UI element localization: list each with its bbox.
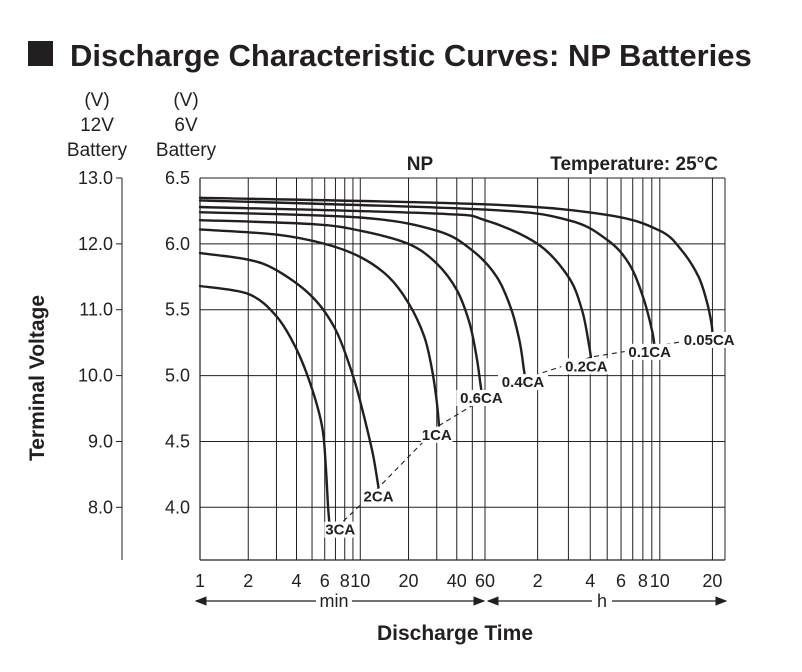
- curve-0-1CA: [198, 199, 656, 348]
- curve-0-05CA: [198, 196, 714, 338]
- curve-label: 0.05CA: [684, 332, 735, 349]
- x-tick-label: 4: [585, 571, 595, 591]
- y12-tick-label: 9.0: [88, 431, 113, 451]
- chart-title: Discharge Characteristic Curves: NP Batt…: [70, 38, 752, 73]
- axis-6v-battery: Battery: [156, 140, 217, 161]
- curve-label-bg: [362, 488, 395, 505]
- x-tick-label: 8: [340, 571, 350, 591]
- y6-tick-label: 5.0: [165, 366, 190, 386]
- y12-tick-label: 11.0: [79, 300, 113, 320]
- curve-label-bg: [324, 521, 357, 538]
- x-tick-label: 10: [350, 571, 370, 591]
- curve-0-6CA: [198, 219, 484, 401]
- x-tick-label: 40: [447, 571, 467, 591]
- x-tick-label: 4: [291, 571, 301, 591]
- x-tick-label: 6: [616, 571, 626, 591]
- axis-12v-unit: (V): [84, 90, 109, 111]
- curve-1CA: [198, 228, 441, 427]
- title-square-icon: [28, 41, 53, 66]
- curve-label-bg: [498, 374, 549, 391]
- x-axis-label: Discharge Time: [377, 622, 533, 645]
- curve-label-bg: [561, 358, 612, 375]
- x-tick-labels: 1 2 4 6 8 10 20 40 60 2 4 6 8 10 20: [195, 571, 722, 591]
- x-tick-label: 60: [475, 571, 495, 591]
- chart-subtitle-np: NP: [407, 154, 434, 175]
- y6-tick-label: 6.5: [165, 168, 190, 188]
- curve-label-bg: [420, 426, 453, 443]
- curve-label: 1CA: [422, 427, 452, 444]
- curve-label: 0.1CA: [628, 344, 671, 361]
- h-unit-label: h: [597, 591, 607, 611]
- x-tick-label: 6: [320, 571, 330, 591]
- curve-label: 0.6CA: [460, 390, 503, 407]
- y6-tick-labels: 6.5 6.0 5.5 5.0 4.5 4.0: [165, 168, 190, 517]
- y12-tick-label: 8.0: [88, 497, 113, 517]
- axis-6v-unit: (V): [173, 90, 198, 111]
- curve-label-bg: [679, 331, 739, 348]
- temperature-annotation: Temperature: 25°C: [550, 154, 718, 175]
- curve-label-bg: [456, 389, 507, 406]
- y12-tick-label: 12.0: [78, 234, 113, 254]
- curve-label: 2CA: [364, 489, 394, 506]
- curve-label: 3CA: [325, 522, 355, 539]
- curve-2CA: [198, 251, 380, 489]
- min-unit-label: min: [319, 591, 348, 611]
- curve-label-bg: [624, 343, 675, 360]
- axis-6v-voltage: 6V: [174, 115, 198, 136]
- curve-3CA: [198, 284, 332, 535]
- y6-tick-label: 4.5: [165, 431, 190, 451]
- curve-label: 0.2CA: [565, 358, 608, 375]
- discharge-curves: [198, 196, 714, 535]
- curve-0-4CA: [198, 211, 527, 380]
- x-unit-row: min h: [194, 591, 728, 611]
- curve-0-2CA: [198, 205, 593, 359]
- x-tick-label: 1: [195, 571, 205, 591]
- axis-12v-voltage: 12V: [80, 115, 114, 136]
- x-tick-label: 20: [702, 571, 722, 591]
- x-tick-label: 2: [243, 571, 253, 591]
- x-tick-label: 20: [399, 571, 419, 591]
- y6-tick-label: 6.0: [165, 234, 190, 254]
- y12-tick-label: 10.0: [78, 366, 113, 386]
- curve-label: 0.4CA: [502, 374, 545, 391]
- y6-tick-label: 5.5: [165, 300, 190, 320]
- y6-tick-label: 4.0: [165, 497, 190, 517]
- x-tick-label: 2: [533, 571, 543, 591]
- y-axis-label: Terminal Voltage: [26, 295, 49, 461]
- left-axis-header-6v: (V) 6V Battery: [156, 90, 217, 161]
- axis-12v-battery: Battery: [67, 140, 128, 161]
- x-tick-label: 8: [638, 571, 648, 591]
- x-tick-label: 10: [650, 571, 670, 591]
- left-axis-header-12v: (V) 12V Battery: [67, 90, 128, 161]
- y12-axis: 13.0 12.0 11.0 10.0 9.0 8.0: [78, 168, 123, 560]
- y12-tick-label: 13.0: [78, 168, 113, 188]
